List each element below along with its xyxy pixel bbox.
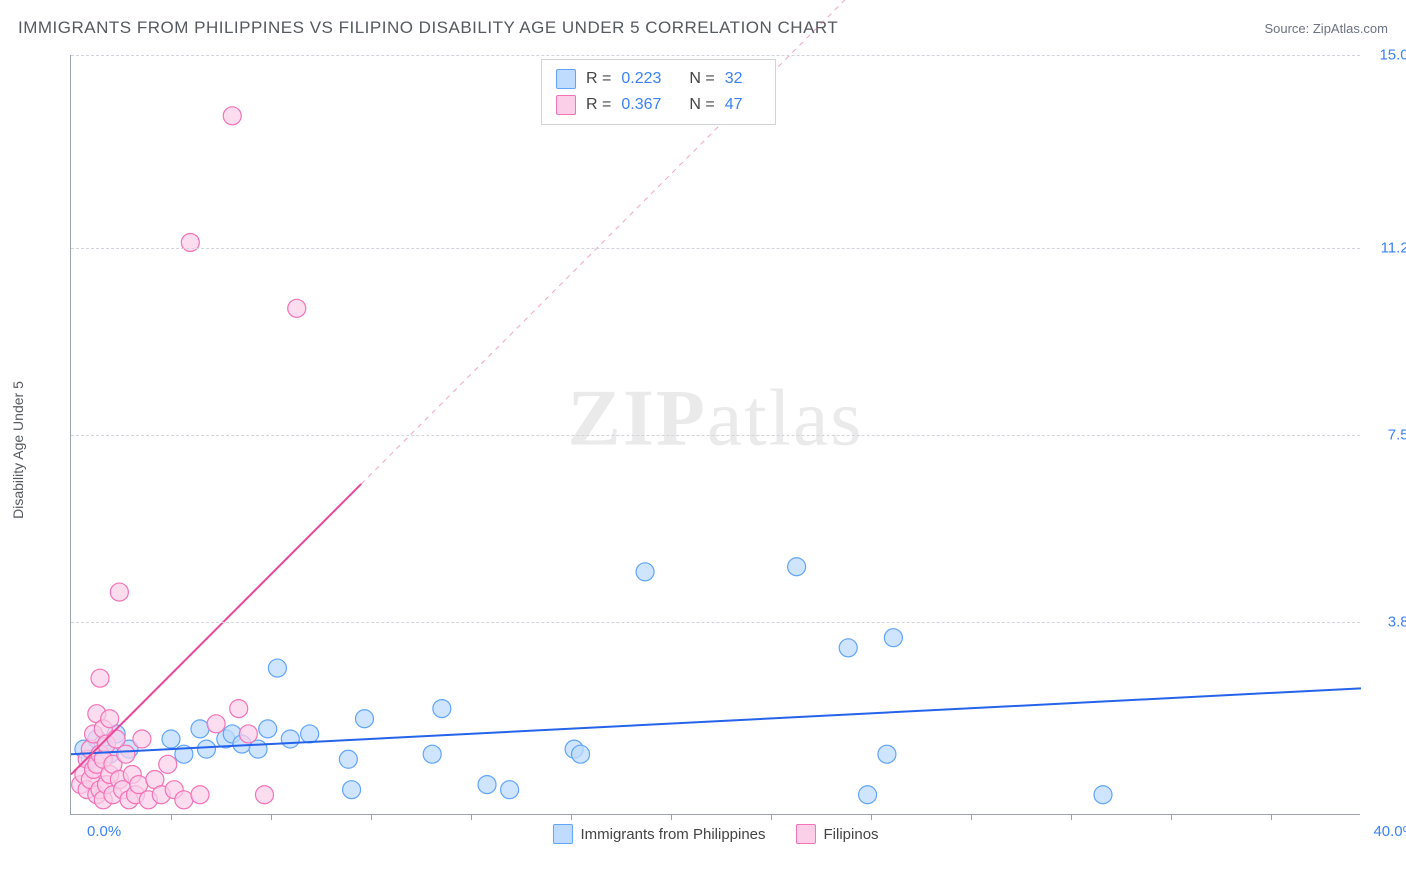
x-tick — [871, 814, 872, 820]
legend-item: Filipinos — [796, 824, 879, 844]
data-point — [110, 583, 128, 601]
data-point — [433, 700, 451, 718]
x-tick — [571, 814, 572, 820]
x-tick — [771, 814, 772, 820]
legend-label: Immigrants from Philippines — [580, 826, 765, 843]
data-point — [788, 558, 806, 576]
legend-row: R = 0.223 N = 32 — [556, 66, 761, 92]
data-point — [343, 781, 361, 799]
gridline — [71, 435, 1360, 436]
data-point — [239, 725, 257, 743]
r-value: 0.367 — [621, 96, 661, 114]
data-point — [878, 745, 896, 763]
x-tick — [471, 814, 472, 820]
data-point — [133, 730, 151, 748]
x-tick — [671, 814, 672, 820]
data-point — [636, 563, 654, 581]
data-point — [281, 730, 299, 748]
r-label: R = — [586, 70, 611, 88]
data-point — [191, 720, 209, 738]
data-point — [339, 750, 357, 768]
n-value: 32 — [725, 70, 743, 88]
correlation-legend: R = 0.223 N = 32 R = 0.367 N = 47 — [541, 59, 776, 125]
x-axis-max-label: 40.0% — [1373, 823, 1406, 840]
data-point — [839, 639, 857, 657]
data-point — [301, 725, 319, 743]
data-point — [355, 710, 373, 728]
data-point — [117, 745, 135, 763]
legend-item: Immigrants from Philippines — [552, 824, 765, 844]
data-point — [223, 107, 241, 125]
x-tick — [371, 814, 372, 820]
data-point — [162, 730, 180, 748]
data-point — [288, 299, 306, 317]
data-point — [1094, 786, 1112, 804]
data-point — [197, 740, 215, 758]
data-point — [884, 629, 902, 647]
source-prefix: Source: — [1264, 21, 1312, 36]
data-point — [159, 755, 177, 773]
legend-swatch-pink — [556, 95, 576, 115]
series-legend: Immigrants from Philippines Filipinos — [552, 824, 878, 844]
y-tick-label: 15.0% — [1379, 47, 1406, 64]
legend-label: Filipinos — [824, 826, 879, 843]
chart-title: IMMIGRANTS FROM PHILIPPINES VS FILIPINO … — [18, 18, 838, 38]
data-point — [256, 786, 274, 804]
data-point — [478, 776, 496, 794]
data-point — [259, 720, 277, 738]
r-label: R = — [586, 96, 611, 114]
y-axis-title: Disability Age Under 5 — [10, 381, 26, 519]
source-attribution: Source: ZipAtlas.com — [1264, 21, 1388, 36]
n-label: N = — [689, 70, 714, 88]
data-point — [859, 786, 877, 804]
x-axis-min-label: 0.0% — [87, 823, 121, 840]
data-point — [268, 659, 286, 677]
x-tick — [1171, 814, 1172, 820]
data-point — [207, 715, 225, 733]
gridline — [71, 55, 1360, 56]
x-tick — [1271, 814, 1272, 820]
y-tick-label: 11.2% — [1381, 239, 1406, 256]
data-point — [181, 233, 199, 251]
data-point — [91, 669, 109, 687]
x-tick — [171, 814, 172, 820]
x-tick — [271, 814, 272, 820]
y-tick-label: 7.5% — [1388, 427, 1406, 444]
legend-swatch-blue — [556, 69, 576, 89]
data-point — [191, 786, 209, 804]
n-value: 47 — [725, 96, 743, 114]
x-tick — [971, 814, 972, 820]
gridline — [71, 248, 1360, 249]
chart-container: Disability Age Under 5 ZIPatlas R = 0.22… — [50, 55, 1390, 845]
r-value: 0.223 — [621, 70, 661, 88]
data-point — [175, 791, 193, 809]
data-point — [230, 700, 248, 718]
legend-swatch-pink — [796, 824, 816, 844]
legend-row: R = 0.367 N = 47 — [556, 92, 761, 118]
gridline — [71, 622, 1360, 623]
data-point — [572, 745, 590, 763]
plot-area: ZIPatlas R = 0.223 N = 32 R = 0.367 N = … — [70, 55, 1360, 815]
data-point — [501, 781, 519, 799]
source-name: ZipAtlas.com — [1313, 21, 1388, 36]
data-point — [423, 745, 441, 763]
legend-swatch-blue — [552, 824, 572, 844]
data-point — [101, 710, 119, 728]
n-label: N = — [689, 96, 714, 114]
x-tick — [1071, 814, 1072, 820]
y-tick-label: 3.8% — [1388, 614, 1406, 631]
